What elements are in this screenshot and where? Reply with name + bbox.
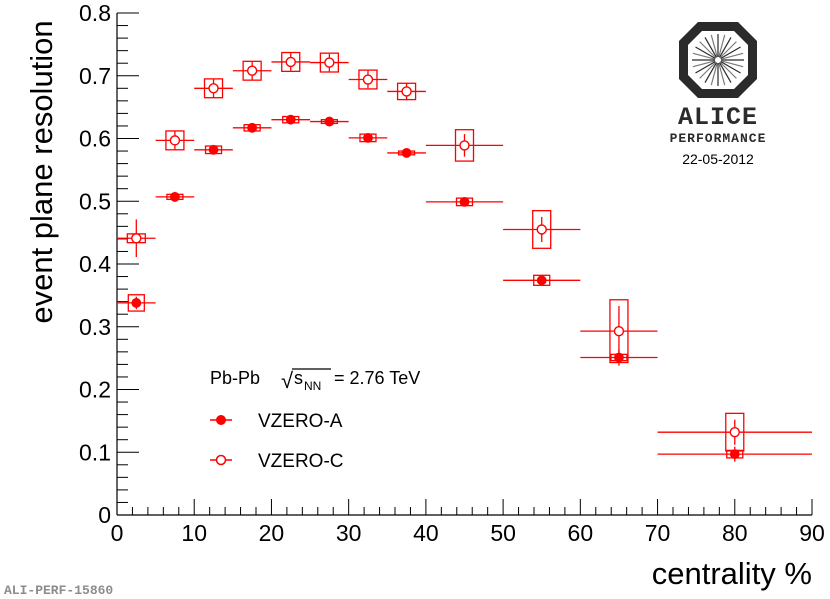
data-layer [117,51,812,462]
x-tick-label: 70 [645,520,671,546]
systematic-box [533,274,551,286]
data-point [363,132,373,143]
y-axis-title: event plane resolution [24,20,59,323]
data-point [285,114,296,125]
logo-spoke [704,37,718,58]
collision-system: Pb-Pb [210,368,260,388]
nn-subscript: NN [304,379,321,393]
logo-spoke [718,62,732,83]
data-point [613,325,625,337]
data-point [729,449,740,460]
y-tick-label: 0.6 [79,126,111,152]
series-vzero-a [117,114,812,462]
logo-spoke [718,62,726,86]
logo-spoke [719,61,737,79]
data-point [170,191,180,202]
data-point [401,148,412,158]
x-tick-label: 90 [799,520,825,546]
systematic-box [532,210,552,249]
logo-spoke [720,60,741,74]
logo-spoke [710,34,718,58]
data-point [131,233,142,244]
systematic-box [454,129,475,162]
logo-spoke [718,34,726,58]
data-point [208,83,219,94]
series-vzero-c [117,51,812,452]
data-point [459,140,470,151]
y-tick-label: 0.2 [79,377,111,403]
y-tick-label: 0 [98,502,111,528]
data-point [536,224,547,235]
y-tick-label: 0.4 [79,251,111,277]
data-point [536,275,547,286]
x-tick-label: 40 [413,520,439,546]
legend-label-vzero-c: VZERO-C [258,451,344,472]
x-tick-label: 60 [568,520,594,546]
logo-spoke [718,37,732,58]
y-tick-label: 0.1 [79,439,111,465]
legend-marker-vzero-a [216,415,226,425]
x-tick-label: 10 [181,520,207,546]
data-point [285,56,296,68]
alice-logo: ALICE PERFORMANCE 22-05-2012 [670,22,767,167]
systematic-box [319,52,340,73]
figure-id: ALI-PERF-15860 [4,583,113,598]
legend: Pb-Pb √ s NN = 2.76 TeV VZERO-A VZERO-C [210,368,420,472]
systematic-box [127,294,145,312]
systematic-box [281,51,301,73]
data-point [729,426,740,438]
x-tick-label: 50 [490,520,516,546]
y-tick-label: 0.5 [79,188,111,214]
date-label: 22-05-2012 [682,151,754,167]
systematic-box [358,69,378,90]
logo-spoke [710,62,718,86]
logo-spoke [720,46,741,60]
x-tick-label: 30 [336,520,362,546]
logo-spoke [692,52,716,60]
alice-logo-spokes [692,34,744,86]
logo-spoke [719,41,737,59]
collision-system-label: Pb-Pb [210,368,260,388]
logo-spoke [695,46,716,60]
axis-ticks [116,12,813,516]
y-tick-label: 0.3 [79,314,111,340]
sqrt-symbol: √ [281,368,294,393]
y-tick-label: 0.8 [79,0,111,26]
alice-logo-text: ALICE [678,103,758,132]
logo-spoke [699,41,717,59]
x-tick-label: 80 [722,520,748,546]
sqrt-s-symbol: s [294,368,303,388]
legend-label-vzero-a: VZERO-A [258,411,343,432]
systematic-box [725,412,745,452]
data-point [324,116,335,127]
data-point [362,74,374,85]
x-axis-title: centrality % [652,556,812,591]
x-tick-label: 20 [259,520,285,546]
logo-spoke [695,60,716,74]
legend-marker-vzero-c [215,454,227,466]
collision-energy: = 2.76 TeV [334,368,420,388]
data-point [459,196,470,207]
logo-spoke [692,60,716,68]
y-tick-labels: 0 0.1 0.2 0.3 0.4 0.5 0.6 0.7 0.8 [79,0,111,528]
logo-spoke [720,60,744,68]
x-tick-labels: 0 10 20 30 40 50 60 70 80 90 [111,520,825,546]
data-point [169,135,181,146]
logo-spoke [720,52,744,60]
x-tick-label: 0 [111,520,124,546]
data-point [208,144,219,155]
data-point [401,86,412,97]
y-tick-label: 0.7 [79,63,111,89]
data-point [247,122,258,133]
logo-spoke [699,61,717,79]
systematic-box [609,299,629,364]
data-point [246,65,258,76]
logo-spoke [704,62,718,83]
data-point [324,57,335,68]
data-point [131,298,142,308]
performance-label: PERFORMANCE [670,131,767,146]
